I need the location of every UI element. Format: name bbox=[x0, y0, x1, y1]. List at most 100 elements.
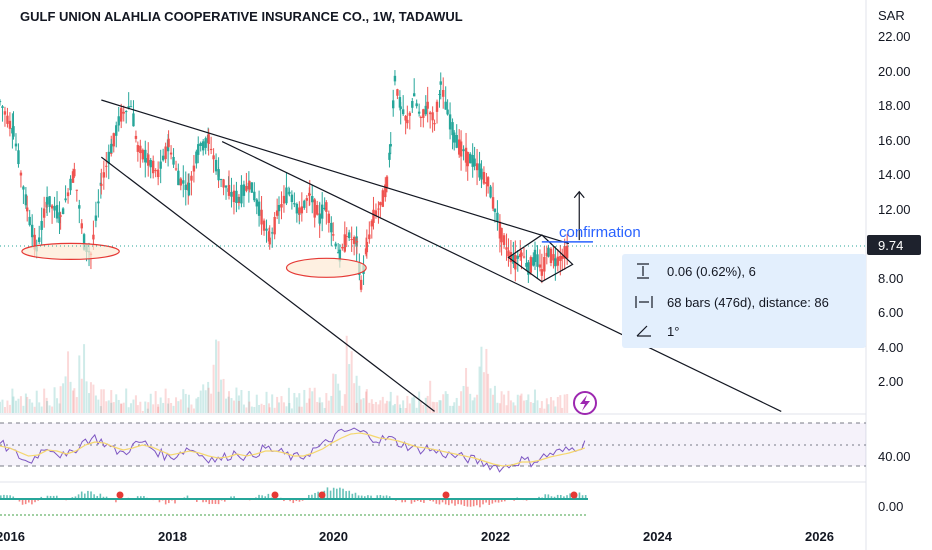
macd-bar bbox=[379, 495, 382, 499]
candle-body bbox=[139, 145, 142, 154]
volume-bar bbox=[436, 402, 439, 413]
candle-body bbox=[136, 145, 140, 152]
volume-bar bbox=[365, 389, 368, 413]
candle-body bbox=[174, 168, 178, 170]
candle-body bbox=[42, 208, 46, 218]
macd-bar bbox=[469, 499, 472, 507]
volume-bar bbox=[195, 398, 198, 413]
candle-body bbox=[313, 199, 316, 218]
time-tick: 2022 bbox=[481, 529, 510, 544]
volume-bar bbox=[559, 395, 562, 413]
volume-bar bbox=[253, 406, 256, 413]
volume-bar bbox=[308, 387, 311, 413]
drawings[interactable] bbox=[21, 99, 782, 412]
candle-body bbox=[172, 156, 175, 165]
macd-bar bbox=[441, 499, 444, 503]
candle-body bbox=[498, 221, 502, 239]
volume-bar bbox=[487, 373, 490, 413]
candle-body bbox=[554, 258, 557, 267]
candle-body bbox=[549, 248, 553, 264]
volume-bar bbox=[563, 394, 566, 413]
price-axis[interactable]: 22.00 20.00 18.00 16.00 14.00 12.00 8.00… bbox=[878, 29, 911, 389]
candle-body bbox=[141, 149, 144, 160]
volume-bar bbox=[242, 404, 245, 413]
candle-body bbox=[411, 101, 414, 108]
macd-bar bbox=[115, 499, 117, 503]
macd-bar bbox=[49, 495, 52, 499]
volume-bar bbox=[404, 408, 407, 413]
volume-bar bbox=[141, 410, 144, 413]
candle-body bbox=[1, 106, 4, 108]
volume-bar bbox=[24, 393, 27, 413]
candle-body bbox=[293, 203, 296, 205]
macd-bar bbox=[569, 493, 571, 499]
candle-body bbox=[509, 252, 513, 263]
signal-dot bbox=[570, 491, 578, 499]
candle-body bbox=[462, 149, 465, 152]
macd-bar bbox=[497, 499, 500, 503]
candle-body bbox=[520, 252, 523, 257]
volume-bar bbox=[12, 396, 15, 413]
volume-bar bbox=[210, 393, 213, 413]
candle-body bbox=[295, 203, 299, 214]
candle-body bbox=[343, 234, 347, 252]
volume-bar bbox=[500, 391, 503, 413]
candle-body bbox=[556, 256, 560, 266]
candle-body bbox=[260, 209, 263, 225]
candle-body bbox=[122, 111, 125, 114]
candle-body bbox=[552, 254, 555, 261]
candle-body bbox=[385, 176, 389, 188]
candle-body bbox=[559, 256, 562, 261]
macd-bar bbox=[357, 495, 360, 499]
volume-bar bbox=[62, 383, 65, 413]
volume-bar bbox=[533, 389, 536, 413]
volume-bar bbox=[227, 391, 230, 413]
volume-bar bbox=[92, 384, 95, 413]
volume-bar bbox=[462, 385, 465, 413]
macd-bar bbox=[202, 499, 204, 503]
volume-bar bbox=[466, 386, 469, 413]
time-axis[interactable]: 2016 2018 2020 2022 2024 2026 bbox=[0, 529, 834, 544]
macd-bar bbox=[105, 496, 108, 499]
volume-bar bbox=[175, 397, 178, 413]
volume-bar bbox=[480, 346, 483, 413]
volume-bar bbox=[426, 395, 429, 413]
lightning-icon[interactable] bbox=[573, 391, 597, 415]
volume-bar bbox=[303, 389, 306, 413]
candle-body bbox=[127, 106, 130, 108]
macd-bar bbox=[444, 499, 447, 505]
support-ellipse bbox=[285, 257, 367, 278]
macd-bar bbox=[311, 494, 313, 499]
candle-body bbox=[401, 109, 405, 115]
volume-bar bbox=[540, 401, 543, 413]
volume-bar bbox=[290, 408, 293, 413]
volume-bar bbox=[318, 402, 321, 413]
candle-body bbox=[61, 208, 65, 215]
candle-body bbox=[14, 143, 18, 147]
volume-bar bbox=[305, 402, 308, 413]
volume-bar bbox=[368, 402, 371, 413]
macd-bar bbox=[295, 499, 298, 502]
volume-bar bbox=[419, 401, 422, 413]
macd-bar bbox=[186, 495, 189, 499]
volume-bar bbox=[157, 406, 160, 413]
volume-bar bbox=[184, 393, 187, 413]
candle-body bbox=[466, 152, 469, 167]
volume-bar bbox=[529, 402, 532, 413]
candle-body bbox=[125, 111, 128, 113]
candle-body bbox=[0, 101, 2, 103]
candle-body bbox=[26, 207, 29, 212]
candle-body bbox=[82, 234, 86, 250]
macd-bar bbox=[388, 496, 391, 499]
candle-body bbox=[412, 93, 416, 97]
macd-tick: 0.00 bbox=[878, 499, 903, 514]
volume-bar bbox=[73, 388, 76, 413]
candle-body bbox=[204, 138, 207, 148]
candle-body bbox=[75, 189, 79, 191]
macd-bar bbox=[544, 494, 547, 499]
candle-body bbox=[384, 184, 387, 198]
macd-bar bbox=[314, 492, 316, 499]
candle-body bbox=[164, 146, 167, 160]
volume-bar bbox=[549, 397, 552, 413]
